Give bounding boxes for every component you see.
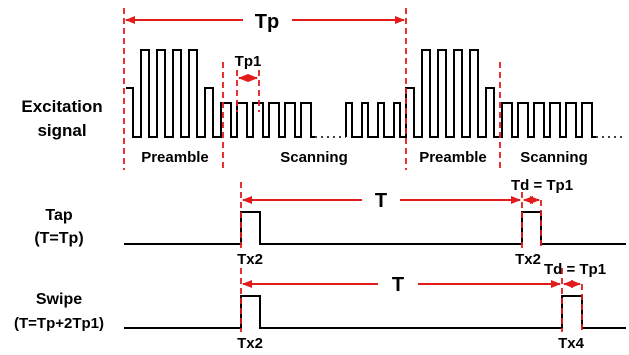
swipe-label-line2: (T=Tp+2Tp1) (14, 315, 104, 332)
excitation-waveform (126, 49, 626, 138)
excitation-label-line2: signal (37, 121, 86, 140)
swipe-label-line1: Swipe (36, 291, 82, 308)
guide-lines (123, 8, 583, 332)
tap-label-line2: (T=Tp) (34, 230, 83, 247)
scanning-label-2: Scanning (520, 149, 588, 166)
tap-T-label: T (375, 190, 387, 212)
swipe-delay-label: Td = Tp1 (544, 261, 606, 278)
interval-arrows (125, 16, 581, 288)
preamble-label-2: Preamble (419, 149, 487, 166)
swipe-pulse-label-1: Tx2 (237, 335, 263, 352)
scanning-label-1: Scanning (280, 149, 348, 166)
tap-pulse-label-1: Tx2 (237, 251, 263, 268)
excitation-waveform-part2 (345, 49, 596, 138)
swipe-T-label: T (392, 274, 404, 296)
swipe-waveform (124, 295, 626, 329)
sub-period-label: Tp1 (235, 53, 262, 70)
tap-label-line1: Tap (45, 207, 72, 224)
preamble-label-1: Preamble (141, 149, 209, 166)
excitation-waveform-part1 (126, 49, 315, 138)
swipe-pulse-label-2: Tx4 (558, 335, 585, 352)
period-label: Tp (255, 11, 279, 33)
excitation-label-line1: Excitation (21, 97, 102, 116)
tap-delay-label: Td = Tp1 (511, 177, 573, 194)
tap-pulse-label-2: Tx2 (515, 251, 541, 268)
tap-waveform (124, 211, 626, 245)
